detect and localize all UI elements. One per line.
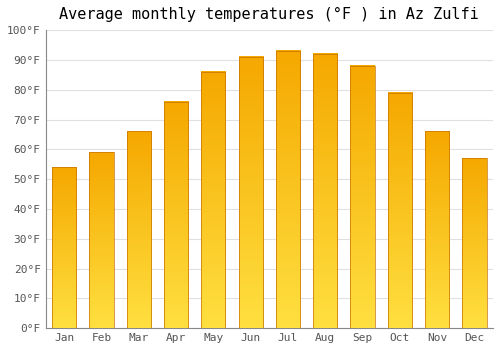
Bar — [52, 167, 76, 328]
Bar — [350, 66, 374, 328]
Bar — [313, 54, 338, 328]
Bar — [276, 51, 300, 328]
Bar — [126, 132, 151, 328]
Title: Average monthly temperatures (°F ) in Az Zulfi: Average monthly temperatures (°F ) in Az… — [60, 7, 479, 22]
Bar — [90, 152, 114, 328]
Bar — [238, 57, 263, 328]
Bar — [462, 158, 486, 328]
Bar — [201, 72, 226, 328]
Bar — [425, 132, 449, 328]
Bar — [388, 93, 412, 328]
Bar — [164, 102, 188, 328]
